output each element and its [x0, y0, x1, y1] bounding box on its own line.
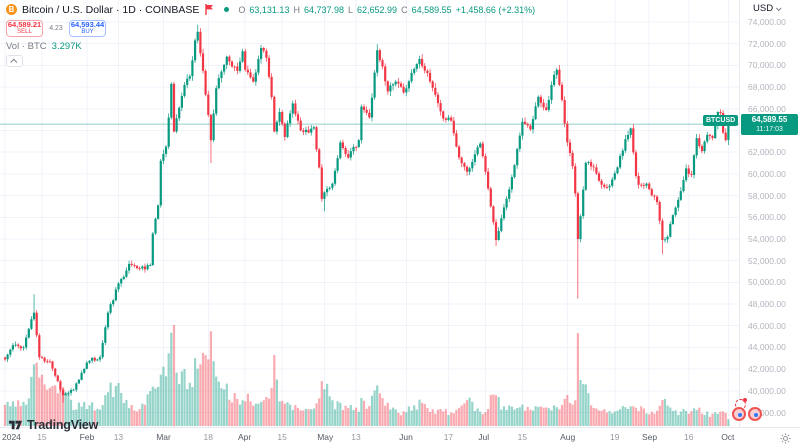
- time-axis-label: May: [317, 432, 334, 442]
- market-open-icon[interactable]: [224, 7, 230, 12]
- price-axis-label: 46,000.00: [748, 320, 786, 331]
- price-axis-label: 54,000.00: [748, 233, 786, 244]
- price-axis-label: 44,000.00: [748, 342, 786, 353]
- sell-button[interactable]: 64,589.21 SELL: [6, 19, 43, 37]
- time-axis-label: 15: [517, 432, 528, 442]
- symbol-legend: B Bitcoin / U.S. Dollar · 1D · COINBASE …: [6, 3, 535, 67]
- price-axis-label: 74,000.00: [748, 17, 786, 27]
- time-axis-label: 13: [113, 432, 124, 442]
- time-axis-label: 19: [610, 432, 620, 442]
- symbol-price-pill: BTCUSD: [703, 115, 739, 126]
- time-axis-label: 15: [37, 432, 47, 442]
- price-axis[interactable]: 38,000.00 40,000.00 42,000.00 44,000.00 46,0…: [739, 0, 800, 427]
- gear-icon[interactable]: [780, 431, 791, 445]
- time-axis-label: 16: [684, 432, 694, 442]
- time-axis-label: 15: [277, 432, 287, 442]
- last-price-badge: 64,589.55 11:17:03: [741, 114, 798, 135]
- tradingview-logo[interactable]: TradingView: [8, 417, 98, 432]
- time-axis-label: 2024: [2, 432, 21, 442]
- chevron-up-icon: [10, 58, 18, 66]
- time-axis-label: Feb: [79, 432, 95, 442]
- time-axis-label: 17: [443, 432, 454, 442]
- price-axis-label: 56,000.00: [748, 212, 786, 223]
- price-axis-label: 52,000.00: [748, 255, 786, 266]
- tradingview-logo-icon: [8, 420, 23, 430]
- sticker-icon[interactable]: [748, 407, 762, 421]
- change-value: +1,458.66 (+2.31%): [455, 4, 536, 15]
- price-axis-label: 48,000.00: [748, 299, 786, 310]
- time-axis[interactable]: 2024 15 Feb 13 Mar 18 Apr 15 May 13 Jun 17 Jul 15 Aug 1…: [0, 427, 800, 445]
- volume-indicator-value: 3.297K: [51, 40, 82, 52]
- price-axis-label: 50,000.00: [748, 277, 786, 288]
- currency-selector[interactable]: USD: [753, 3, 782, 14]
- buy-button[interactable]: 64,593.44 BUY: [69, 19, 106, 37]
- spread-value: 4.23: [49, 24, 63, 32]
- price-axis-label: 68,000.00: [748, 82, 786, 93]
- time-axis-label: Jul: [478, 432, 490, 442]
- time-axis-label: Aug: [560, 432, 576, 442]
- volume-indicator-label: Vol · BTC: [6, 40, 47, 52]
- price-axis-label: 66,000.00: [748, 103, 786, 114]
- sticker-icon[interactable]: [732, 407, 746, 421]
- price-axis-label: 58,000.00: [748, 190, 786, 201]
- volume-indicator-legend: Vol · BTC 3.297K: [6, 40, 535, 52]
- price-axis-label: 60,000.00: [748, 168, 786, 179]
- time-axis-label: 18: [203, 432, 213, 442]
- legend-collapse-button[interactable]: [6, 55, 23, 67]
- price-axis-label: 40,000.00: [748, 385, 786, 396]
- time-axis-label: 13: [351, 432, 361, 442]
- bar-countdown: 11:17:03: [756, 126, 783, 133]
- price-axis-label: 70,000.00: [748, 60, 786, 71]
- symbol-title[interactable]: Bitcoin / U.S. Dollar · 1D · COINBASE: [22, 3, 200, 16]
- time-axis-label: Sep: [642, 432, 658, 442]
- time-axis-label: Oct: [721, 432, 735, 442]
- time-axis-label: Mar: [156, 432, 171, 442]
- last-price: 64,589.55: [751, 115, 788, 124]
- bitcoin-icon: B: [6, 4, 17, 15]
- price-axis-label: 62,000.00: [748, 147, 786, 158]
- price-axis-label: 38,000.00: [748, 407, 786, 418]
- ohlc-values: O 63,131.13 H 64,737.98 L 62,652.99 C 64,589…: [238, 4, 536, 15]
- price-axis-label: 72,000.00: [748, 38, 786, 49]
- time-axis-label: Jun: [399, 432, 413, 442]
- time-axis-label: Apr: [238, 432, 252, 442]
- flag-icon[interactable]: [205, 4, 214, 15]
- price-axis-label: 42,000.00: [748, 364, 786, 375]
- tradingview-logo-text: TradingView: [27, 417, 99, 432]
